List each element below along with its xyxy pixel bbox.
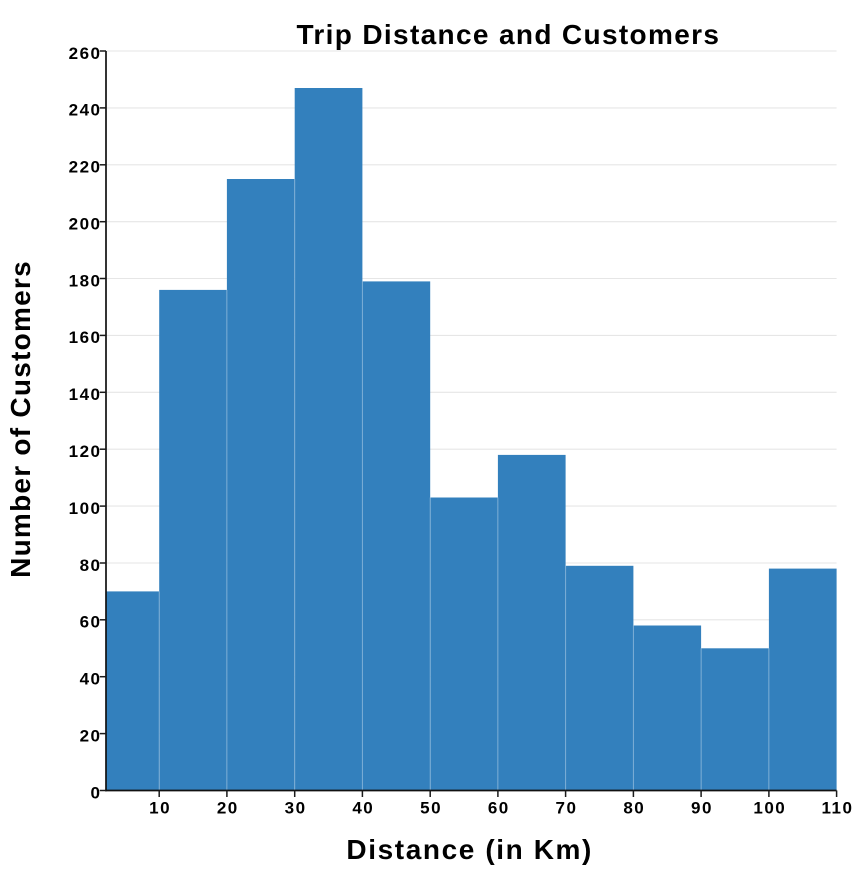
svg-text:0: 0 <box>91 783 102 802</box>
svg-text:10: 10 <box>149 798 171 817</box>
svg-text:100: 100 <box>69 499 102 518</box>
svg-text:Trip Distance and Customers: Trip Distance and Customers <box>296 19 720 50</box>
svg-text:160: 160 <box>69 328 102 347</box>
svg-text:80: 80 <box>623 798 645 817</box>
svg-text:Distance (in Km): Distance (in Km) <box>346 834 593 865</box>
svg-text:80: 80 <box>80 556 102 575</box>
svg-text:40: 40 <box>80 670 102 689</box>
svg-text:200: 200 <box>69 215 102 234</box>
svg-text:90: 90 <box>691 798 713 817</box>
svg-text:50: 50 <box>420 798 442 817</box>
svg-text:240: 240 <box>69 101 102 120</box>
svg-text:20: 20 <box>217 798 239 817</box>
svg-text:70: 70 <box>556 798 578 817</box>
svg-text:100: 100 <box>753 798 786 817</box>
svg-text:140: 140 <box>69 385 102 404</box>
svg-text:260: 260 <box>69 44 102 63</box>
svg-text:60: 60 <box>488 798 510 817</box>
svg-text:40: 40 <box>352 798 374 817</box>
svg-text:180: 180 <box>69 271 102 290</box>
svg-text:120: 120 <box>69 442 102 461</box>
svg-text:30: 30 <box>285 798 307 817</box>
svg-text:220: 220 <box>69 158 102 177</box>
svg-text:20: 20 <box>80 726 102 745</box>
svg-text:110: 110 <box>822 798 854 817</box>
svg-text:60: 60 <box>80 613 102 632</box>
svg-text:Number of Customers: Number of Customers <box>5 260 36 578</box>
